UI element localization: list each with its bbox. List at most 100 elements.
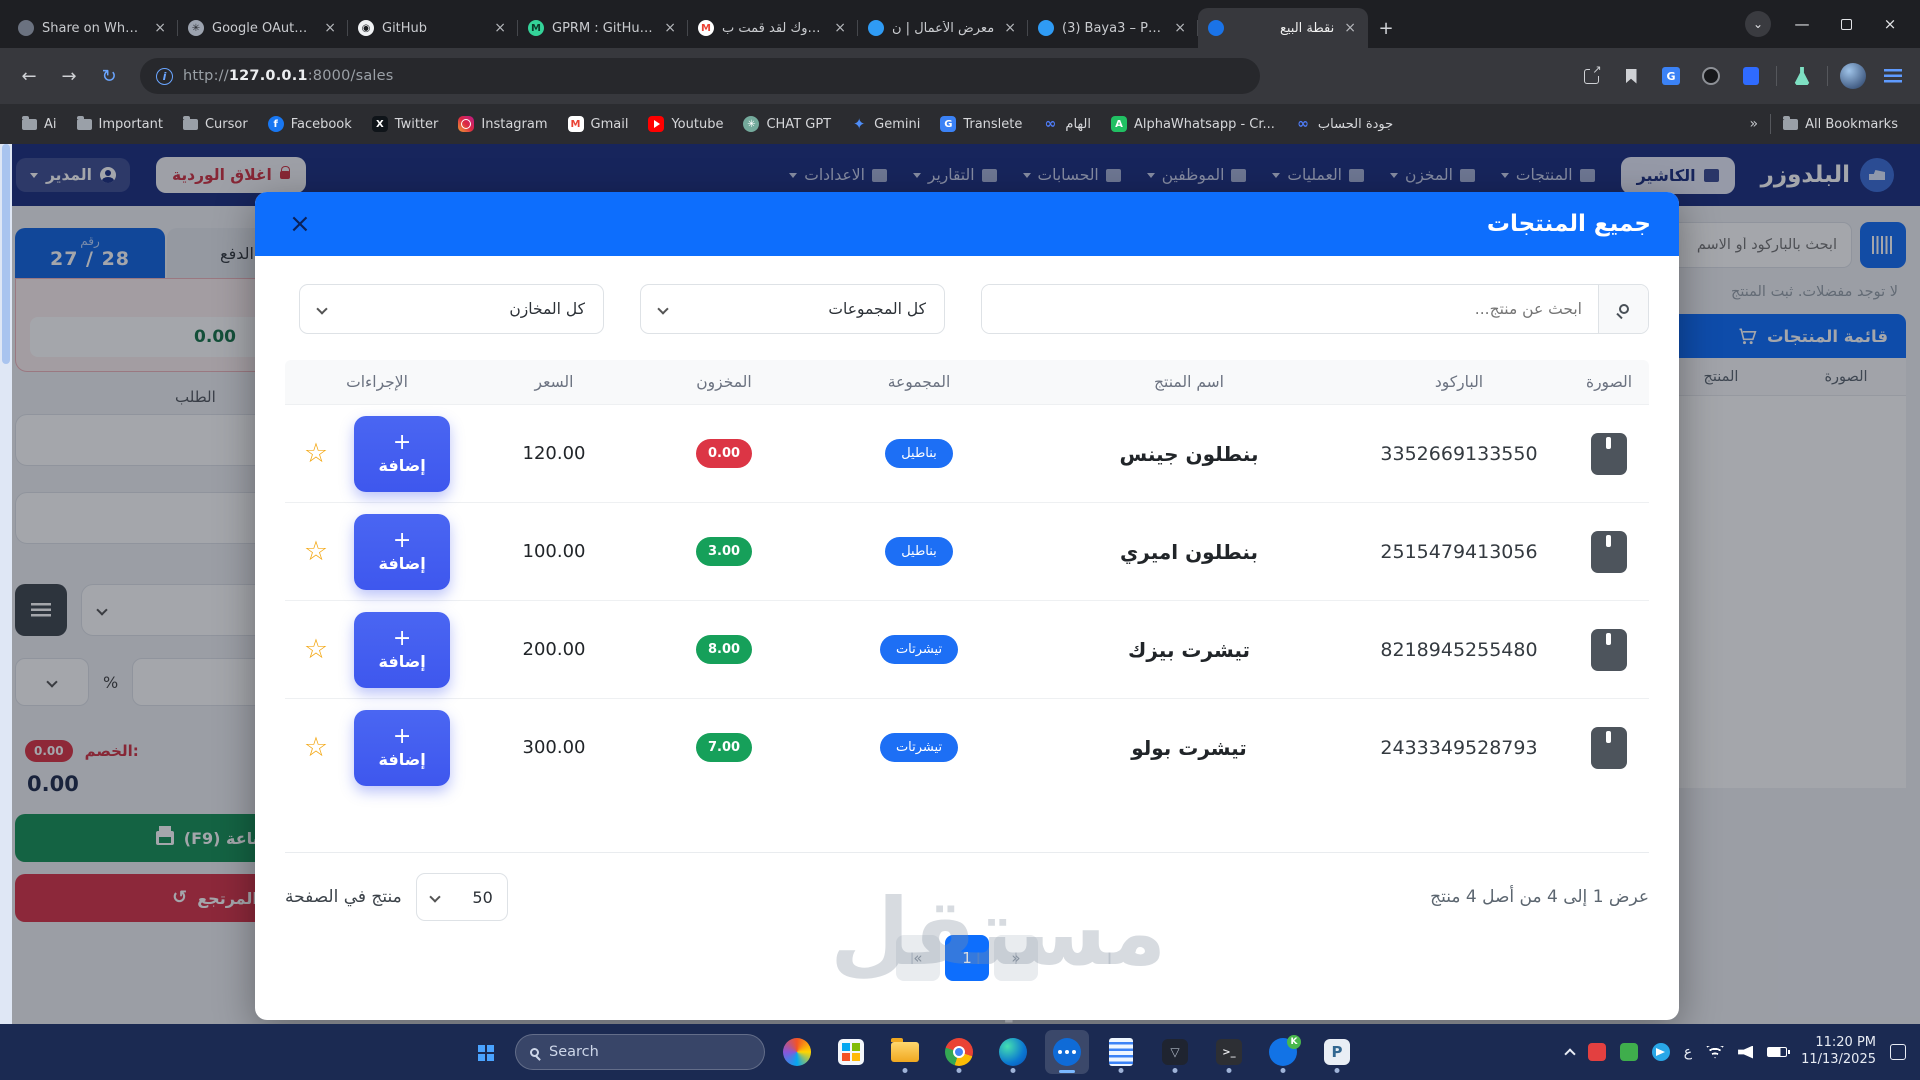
maximize-button[interactable] xyxy=(1824,4,1868,44)
taskbar-app-active[interactable] xyxy=(1045,1030,1089,1074)
bookmark-folder[interactable]: Important xyxy=(69,113,171,136)
tab-close-icon[interactable]: × xyxy=(494,20,506,36)
pagination-page-1[interactable]: 1 xyxy=(945,935,989,981)
browser-tab[interactable]: ◉ GitHub × xyxy=(348,8,518,48)
taskbar-app-terminal[interactable]: >_ xyxy=(1207,1030,1251,1074)
taskbar-app-chrome[interactable] xyxy=(937,1030,981,1074)
taskbar-app-k[interactable] xyxy=(1261,1030,1305,1074)
bookmark-folder[interactable]: Cursor xyxy=(175,113,256,136)
taskbar-app-store[interactable] xyxy=(829,1030,873,1074)
bookmark-item[interactable]: X Twitter xyxy=(364,112,447,136)
extension-icon[interactable] xyxy=(1696,61,1726,91)
bookmark-item[interactable]: f Facebook xyxy=(260,112,360,136)
tab-close-icon[interactable]: × xyxy=(664,20,676,36)
list-button[interactable] xyxy=(15,584,67,636)
browser-tab[interactable]: معرض الأعمال | ن × xyxy=(858,8,1028,48)
brand[interactable]: البلدوزر xyxy=(1761,158,1894,192)
profile-avatar[interactable] xyxy=(1838,61,1868,91)
close-window-button[interactable]: × xyxy=(1883,15,1897,33)
notification-center-icon[interactable] xyxy=(1890,1044,1906,1060)
all-bookmarks-button[interactable]: All Bookmarks xyxy=(1775,113,1906,136)
wifi-icon[interactable] xyxy=(1706,1045,1725,1059)
bookmark-item[interactable]: ✳ CHAT GPT xyxy=(735,112,839,136)
bookmark-item[interactable]: A AlphaWhatsapp - Cr... xyxy=(1103,112,1283,136)
translate-extension-icon[interactable]: G xyxy=(1656,61,1686,91)
tab-close-icon[interactable]: × xyxy=(834,20,846,36)
add-product-button[interactable]: + إضافة xyxy=(354,415,451,492)
pagination-last[interactable]: » xyxy=(896,935,940,981)
bookmark-item[interactable]: ∞ جودة الحساب xyxy=(1287,112,1401,136)
tab-close-icon[interactable]: × xyxy=(154,20,166,36)
browser-menu-icon[interactable] xyxy=(1878,61,1908,91)
nav-item-reports[interactable]: التقارير xyxy=(912,166,997,184)
nav-item-settings[interactable]: الاعدادات xyxy=(789,166,887,184)
tab-close-icon[interactable]: × xyxy=(1174,20,1186,36)
nav-item-employees[interactable]: الموظفين xyxy=(1146,166,1247,184)
nav-item-products[interactable]: المنتجات xyxy=(1500,166,1595,184)
tray-overflow-icon[interactable] xyxy=(1564,1047,1576,1060)
nav-item-operations[interactable]: العمليات xyxy=(1272,166,1364,184)
refresh-button[interactable]: ↻ xyxy=(101,65,117,87)
page-scrollbar[interactable] xyxy=(0,144,12,1024)
bookmarks-overflow-icon[interactable]: » xyxy=(1749,116,1759,132)
volume-icon[interactable] xyxy=(1738,1045,1754,1059)
browser-tab[interactable]: M مبروك لقد قمت ب × xyxy=(688,8,858,48)
bookmark-folder[interactable]: Ai xyxy=(14,113,65,136)
browser-tab[interactable]: M GPRM : GitHub P × xyxy=(518,8,688,48)
taskbar-app-copilot[interactable] xyxy=(775,1030,819,1074)
bookmark-icon[interactable] xyxy=(1616,61,1646,91)
clipboard-extension-icon[interactable] xyxy=(1736,61,1766,91)
taskbar-app-utility[interactable]: ▽ xyxy=(1153,1030,1197,1074)
taskbar-app-edge[interactable] xyxy=(991,1030,1035,1074)
favorite-star-icon[interactable]: ☆ xyxy=(303,634,329,665)
invoice-number-tab[interactable]: رقم 27 / 28 xyxy=(15,228,165,278)
tab-search-button[interactable]: ⌄ xyxy=(1736,4,1780,44)
bookmark-item[interactable]: M Gmail xyxy=(560,112,637,136)
barcode-button[interactable] xyxy=(1860,222,1906,268)
favorite-star-icon[interactable]: ☆ xyxy=(303,732,329,763)
nav-item-accounts[interactable]: الحسابات xyxy=(1022,166,1121,184)
tab-close-icon[interactable]: × xyxy=(1344,20,1356,36)
warehouses-filter-select[interactable]: كل المخازن xyxy=(299,284,604,334)
search-button[interactable] xyxy=(1598,285,1648,333)
bookmark-item[interactable]: ✦ Gemini xyxy=(852,115,921,133)
browser-tab[interactable]: Share on Whats × xyxy=(8,8,178,48)
site-info-icon[interactable]: i xyxy=(156,67,173,85)
tray-app-icon[interactable] xyxy=(1587,1043,1606,1061)
taskbar-app-explorer[interactable] xyxy=(883,1030,927,1074)
taskbar-app-postgres[interactable]: P xyxy=(1315,1030,1359,1074)
forward-button[interactable]: → xyxy=(61,65,77,87)
add-product-button[interactable]: + إضافة xyxy=(354,611,451,688)
close-shift-button[interactable]: اغلاق الوردية xyxy=(155,157,306,193)
nav-item-cashier[interactable]: الكاشير xyxy=(1620,156,1735,194)
language-indicator[interactable]: ع xyxy=(1683,1044,1693,1060)
browser-tab[interactable]: (3) Baya3 – POS × xyxy=(1028,8,1198,48)
groups-filter-select[interactable]: كل المجموعات xyxy=(640,284,945,334)
taskbar-app-notes[interactable] xyxy=(1099,1030,1143,1074)
address-bar[interactable]: i http://127.0.0.1:8000/sales xyxy=(140,58,1260,94)
discount-type-select[interactable] xyxy=(15,658,89,706)
new-tab-button[interactable]: + xyxy=(1378,17,1394,39)
bookmark-item[interactable]: Instagram xyxy=(450,112,555,136)
modal-close-icon[interactable]: × xyxy=(289,209,311,239)
bookmark-item[interactable]: ∞ الهام xyxy=(1034,112,1099,136)
product-search-input[interactable] xyxy=(982,285,1598,333)
scrollbar-thumb[interactable] xyxy=(2,144,10,364)
back-button[interactable]: ← xyxy=(21,65,37,87)
bookmark-item[interactable]: G Translete xyxy=(932,112,1030,136)
battery-icon[interactable] xyxy=(1767,1047,1791,1057)
per-page-select[interactable]: 50 xyxy=(415,873,508,921)
minimize-button[interactable]: — xyxy=(1794,15,1810,33)
taskbar-clock[interactable]: 11:20 PM 11/13/2025 xyxy=(1801,1035,1876,1069)
add-product-button[interactable]: + إضافة xyxy=(354,513,451,590)
browser-tab-active[interactable]: نقطة البيع × xyxy=(1198,8,1368,48)
tab-close-icon[interactable]: × xyxy=(324,20,336,36)
tray-app-icon[interactable] xyxy=(1619,1043,1638,1061)
favorite-star-icon[interactable]: ☆ xyxy=(303,536,329,567)
telegram-icon[interactable] xyxy=(1651,1043,1670,1061)
bookmark-item[interactable]: Youtube xyxy=(640,112,731,136)
browser-tab[interactable]: ✳ Google OAuth e × xyxy=(178,8,348,48)
nav-item-warehouse[interactable]: المخزن xyxy=(1389,166,1475,184)
tab-close-icon[interactable]: × xyxy=(1004,20,1016,36)
pagination-first[interactable]: « xyxy=(994,935,1038,981)
